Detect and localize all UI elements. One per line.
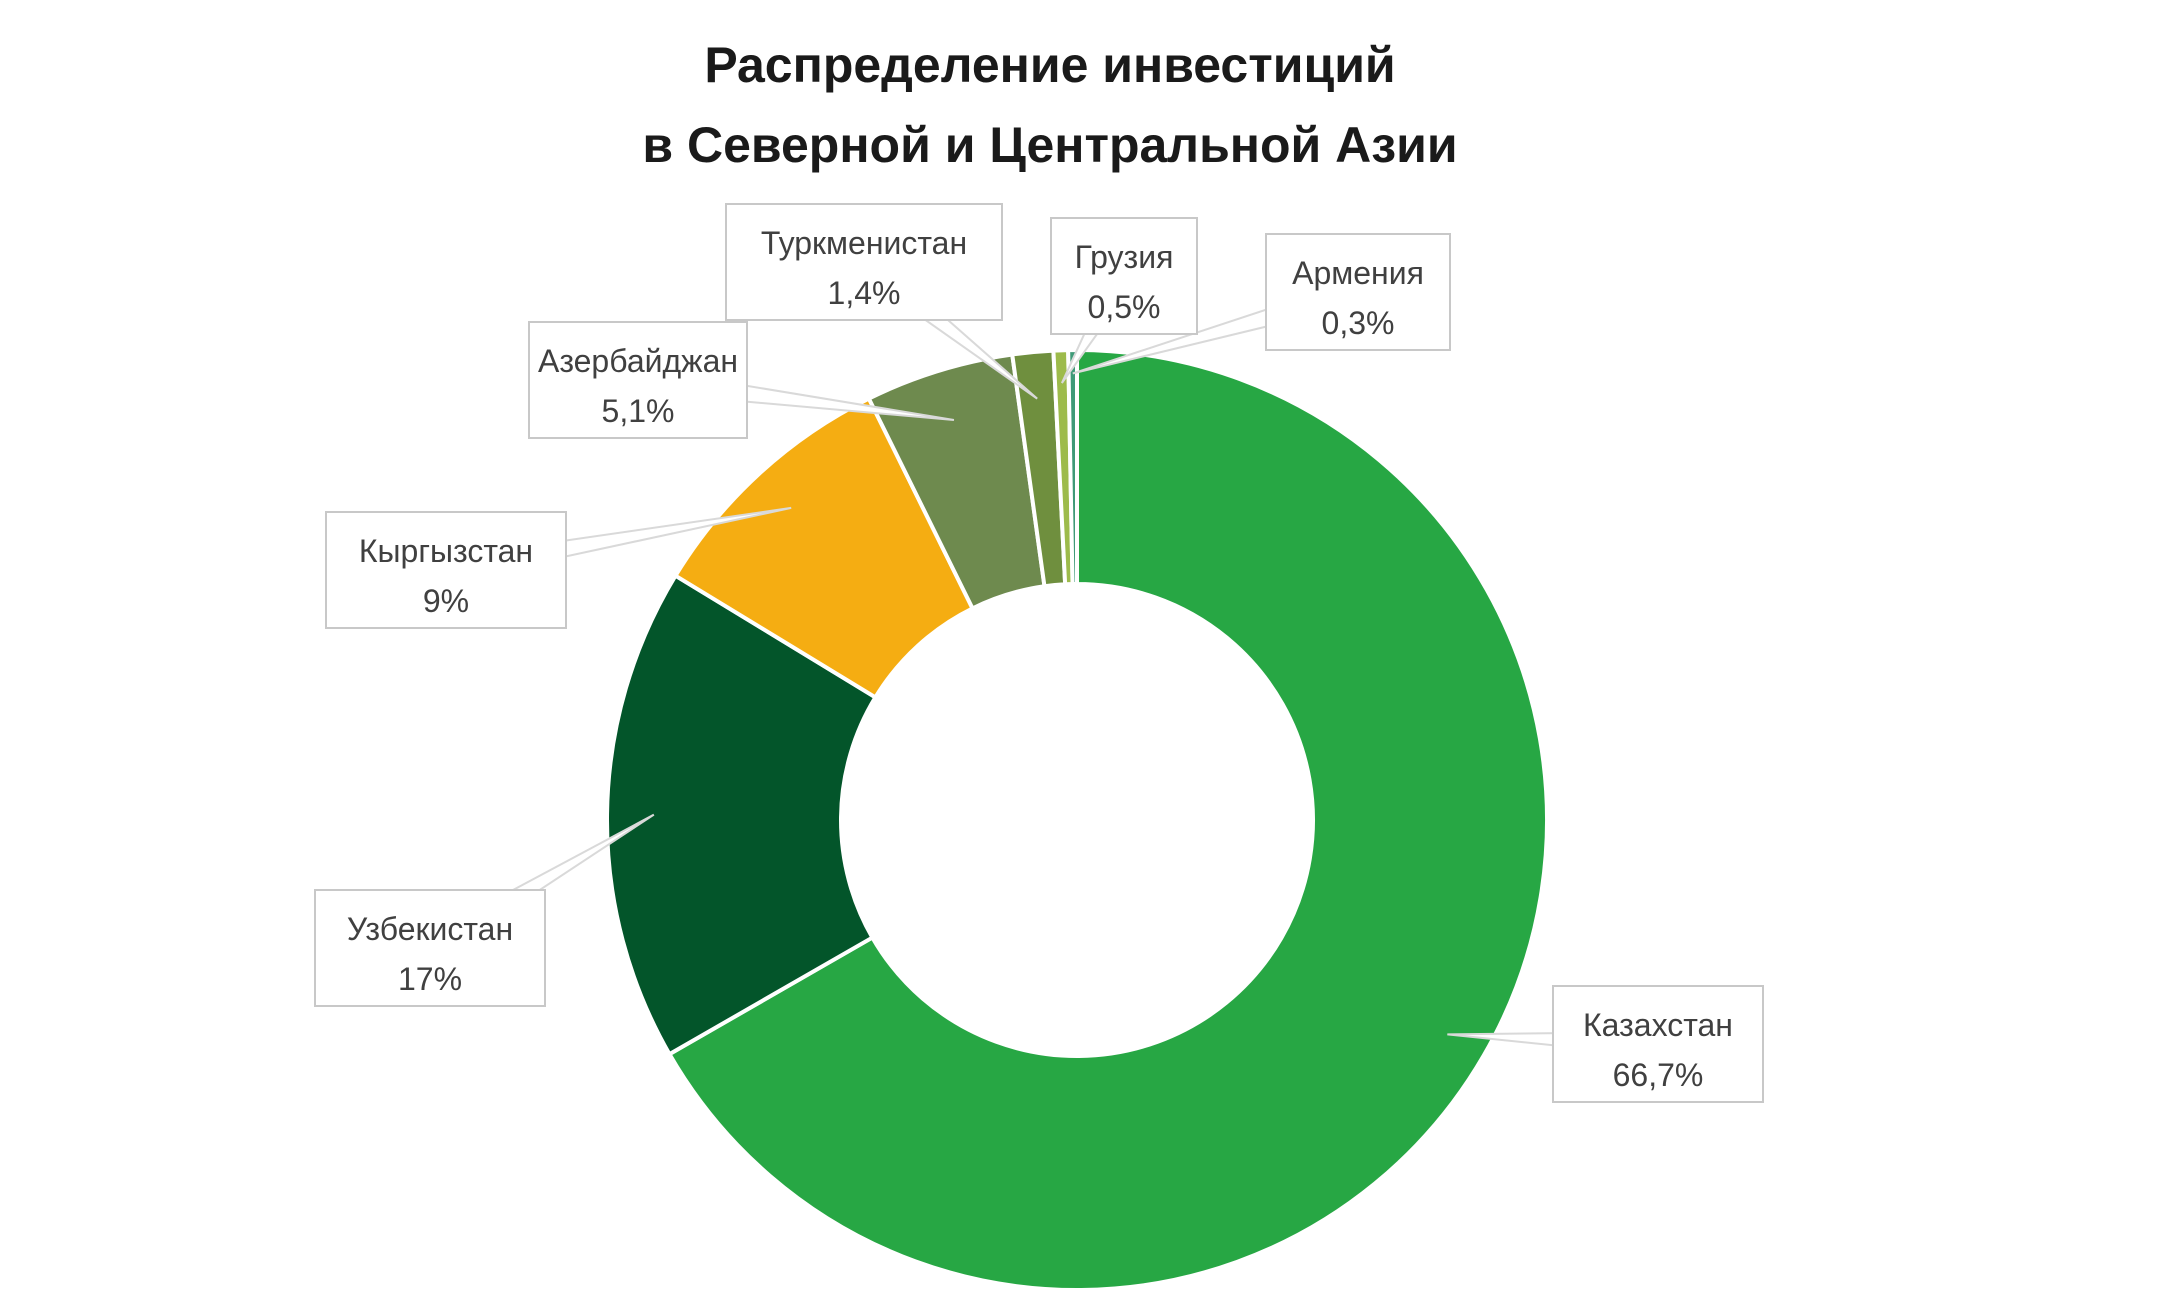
data-label-value: 5,1%: [602, 393, 675, 429]
chart-title: Распределение инвестиций в Северной и Це…: [642, 37, 1457, 173]
data-label-box: [325, 511, 567, 629]
data-labels: Казахстан 66,7% Узбекистан 17% Кыргызстан 9% А…: [314, 203, 1764, 1103]
slice-2: [605, 572, 879, 1057]
data-label-2: Узбекистан 17%: [314, 889, 546, 1007]
data-label-name: Туркменистан: [761, 225, 967, 261]
data-label-name: Грузия: [1075, 239, 1174, 275]
data-label-4: Азербайджан 5,1%: [528, 321, 748, 439]
data-label-value: 17%: [398, 961, 462, 997]
slice-1: [666, 347, 1549, 1292]
data-label-box: [528, 321, 748, 439]
data-label-box: [314, 889, 546, 1007]
data-label-name: Узбекистан: [347, 911, 513, 947]
slice-7: [1066, 347, 1079, 587]
data-label-name: Азербайджан: [538, 343, 738, 379]
data-label-value: 9%: [423, 583, 469, 619]
data-label-value: 0,5%: [1088, 289, 1161, 325]
data-label-box: [1552, 985, 1764, 1103]
data-label-6: Грузия 0,5%: [1050, 217, 1198, 335]
data-label-box: [1050, 217, 1198, 335]
data-label-5: Туркменистан 1,4%: [725, 203, 1003, 321]
data-label-1: Казахстан 66,7%: [1552, 985, 1764, 1103]
doughnut-slices: [605, 347, 1549, 1292]
data-label-3: Кыргызстан 9%: [325, 511, 567, 629]
data-label-name: Кыргызстан: [359, 533, 533, 569]
chart-title-line-2: в Северной и Центральной Азии: [642, 117, 1457, 173]
data-label-7: Армения 0,3%: [1265, 233, 1451, 351]
data-label-box: [1265, 233, 1451, 351]
data-label-name: Казахстан: [1583, 1007, 1733, 1043]
chart-title-line-1: Распределение инвестиций: [704, 37, 1395, 93]
data-label-value: 0,3%: [1322, 305, 1395, 341]
data-label-name: Армения: [1292, 255, 1424, 291]
data-label-value: 66,7%: [1613, 1057, 1704, 1093]
data-label-value: 1,4%: [828, 275, 901, 311]
data-label-box: [725, 203, 1003, 321]
